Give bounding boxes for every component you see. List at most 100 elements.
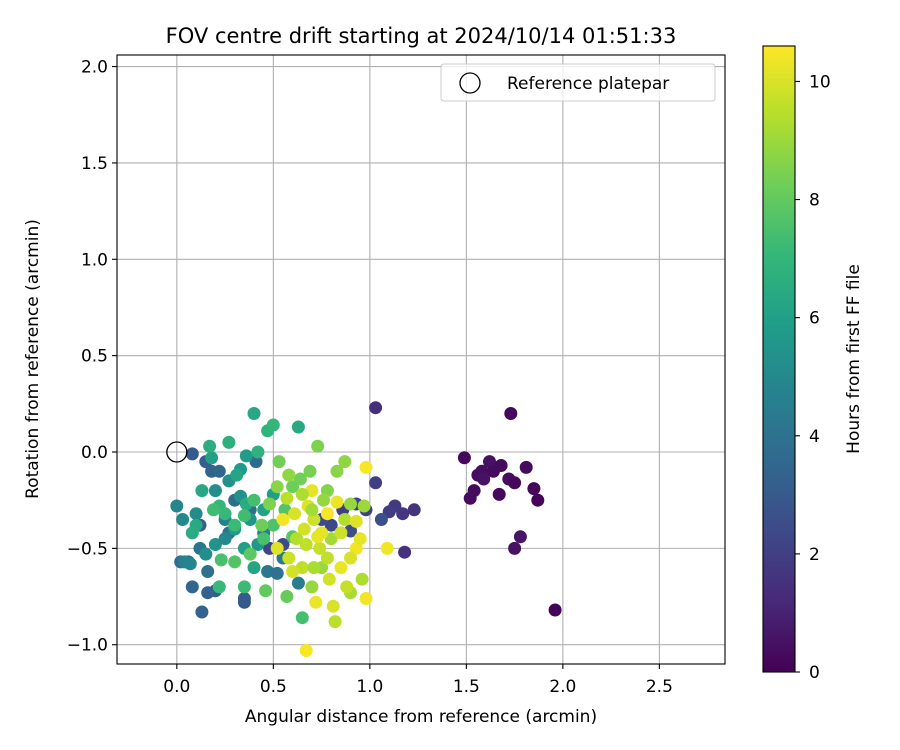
data-point [320, 551, 334, 565]
data-point [266, 518, 280, 532]
data-point [527, 482, 541, 496]
data-point [230, 468, 244, 482]
data-point [259, 584, 273, 598]
data-point [311, 530, 325, 544]
data-point [492, 487, 506, 501]
legend-marker [459, 72, 481, 94]
y-tick-label: −0.5 [67, 539, 108, 559]
data-point [183, 557, 197, 571]
data-point [317, 493, 330, 507]
data-point [548, 603, 562, 617]
data-point [207, 503, 220, 517]
data-point [201, 565, 215, 578]
data-point [280, 590, 294, 603]
y-tick-label: 0.0 [81, 443, 108, 463]
data-point [330, 464, 344, 478]
data-point [508, 541, 522, 555]
legend-label: Reference platepar [507, 74, 669, 94]
data-point [467, 484, 481, 498]
data-point [494, 459, 508, 472]
x-tick-label: 2.5 [646, 677, 673, 697]
x-axis: 0.0 0.5 1.0 1.5 2.0 2.5 [163, 664, 673, 697]
data-point [344, 551, 357, 565]
colorbar-tick-label: 6 [809, 309, 820, 329]
data-point [305, 503, 319, 517]
data-point [272, 455, 286, 469]
data-point [338, 513, 352, 526]
data-point [338, 455, 352, 469]
data-point [309, 595, 323, 609]
data-points [170, 401, 562, 657]
data-point [293, 472, 307, 486]
data-point [170, 499, 184, 513]
data-point [291, 420, 305, 434]
data-point [276, 513, 290, 526]
data-point [303, 464, 317, 478]
data-point [344, 497, 357, 511]
y-tick-label: 1.0 [81, 250, 108, 270]
data-point [374, 513, 388, 526]
data-point [295, 487, 309, 501]
data-point [205, 451, 219, 465]
data-point [195, 605, 209, 619]
x-tick-label: 1.5 [453, 677, 480, 697]
data-point [288, 507, 302, 521]
data-point [228, 518, 242, 532]
data-point [349, 514, 363, 528]
data-point [307, 513, 321, 526]
reference-marker [166, 441, 188, 463]
data-point [305, 580, 319, 594]
colorbar-tick-label: 4 [809, 427, 820, 447]
data-point [299, 644, 313, 657]
data-point [326, 599, 340, 613]
colorbar [762, 45, 796, 673]
y-axis-label: Rotation from reference (arcmin) [23, 219, 43, 499]
data-point [531, 493, 545, 507]
data-point [257, 532, 271, 546]
data-point [504, 407, 518, 420]
data-point [282, 551, 296, 565]
data-point [513, 530, 527, 544]
data-point [359, 592, 373, 605]
data-point [195, 484, 209, 498]
legend: Reference platepar [440, 63, 716, 102]
data-point [291, 576, 305, 590]
data-point [189, 507, 203, 521]
data-point [266, 418, 280, 432]
data-point [286, 565, 300, 578]
colorbar-label: Hours from first FF file [844, 264, 864, 454]
data-point [214, 553, 228, 567]
data-point [237, 592, 251, 605]
y-axis: −1.0 −0.5 0.0 0.5 1.0 1.5 2.0 [67, 58, 117, 656]
data-point [307, 561, 321, 575]
data-point [239, 449, 253, 463]
data-point [320, 507, 334, 521]
data-point [353, 532, 367, 546]
y-tick-label: 2.0 [81, 58, 108, 78]
chart-title: FOV centre drift starting at 2024/10/14 … [166, 24, 677, 48]
data-point [340, 580, 354, 594]
data-point [322, 572, 336, 586]
data-point [357, 499, 371, 513]
data-point [270, 541, 284, 555]
data-point [334, 561, 348, 575]
data-point [270, 566, 284, 580]
data-point [477, 472, 491, 486]
data-point [270, 480, 284, 494]
data-point [324, 518, 338, 532]
data-point [212, 464, 226, 478]
x-axis-label: Angular distance from reference (arcmin) [245, 707, 597, 727]
data-point [398, 545, 412, 559]
data-point [208, 484, 222, 498]
data-point [407, 503, 421, 517]
data-point [297, 522, 311, 536]
data-point [201, 586, 215, 600]
data-point [255, 518, 269, 532]
x-tick-label: 1.0 [356, 677, 383, 697]
colorbar-tick-label: 2 [809, 545, 820, 565]
y-tick-label: −1.0 [67, 636, 108, 656]
x-tick-label: 2.0 [549, 677, 576, 697]
data-point [203, 439, 217, 453]
data-point [369, 476, 383, 490]
